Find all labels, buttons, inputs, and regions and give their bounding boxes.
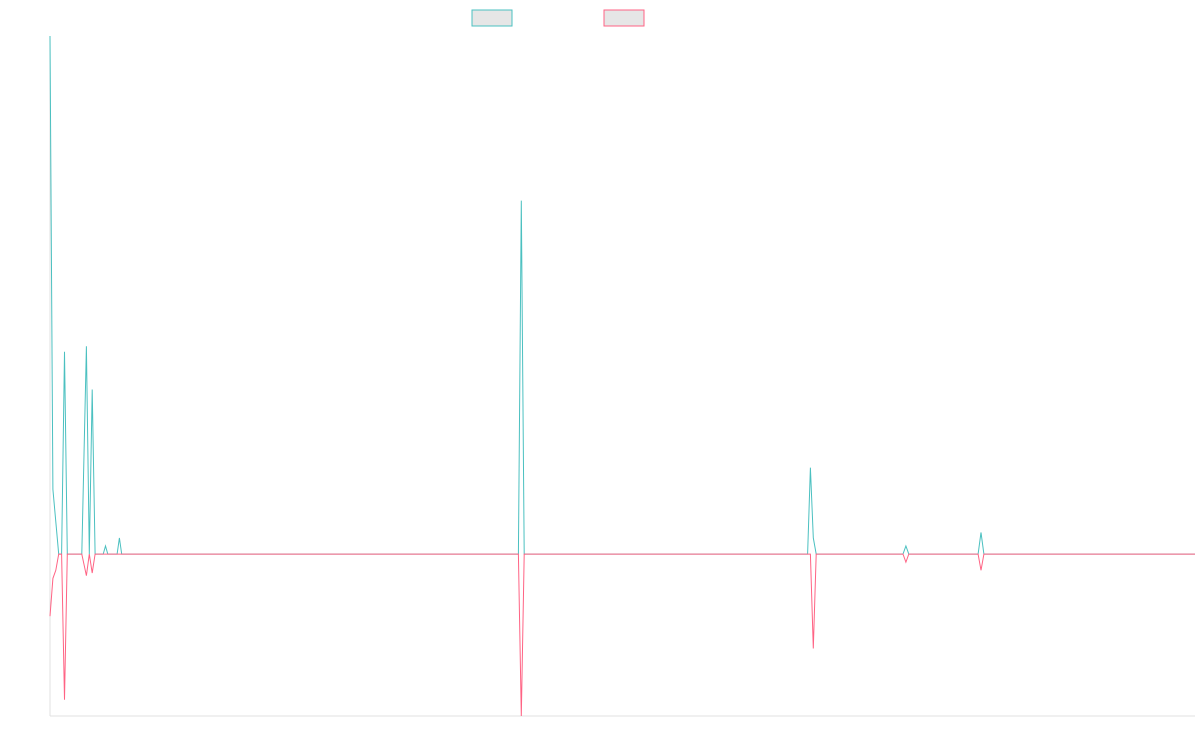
legend-swatch-1[interactable] xyxy=(471,9,513,27)
series-lines xyxy=(49,35,1195,717)
series-line-1 xyxy=(49,35,1195,555)
legend xyxy=(471,9,645,27)
axes xyxy=(49,36,1195,717)
series-line-2 xyxy=(49,553,1195,717)
legend-swatch-2[interactable] xyxy=(603,9,645,27)
